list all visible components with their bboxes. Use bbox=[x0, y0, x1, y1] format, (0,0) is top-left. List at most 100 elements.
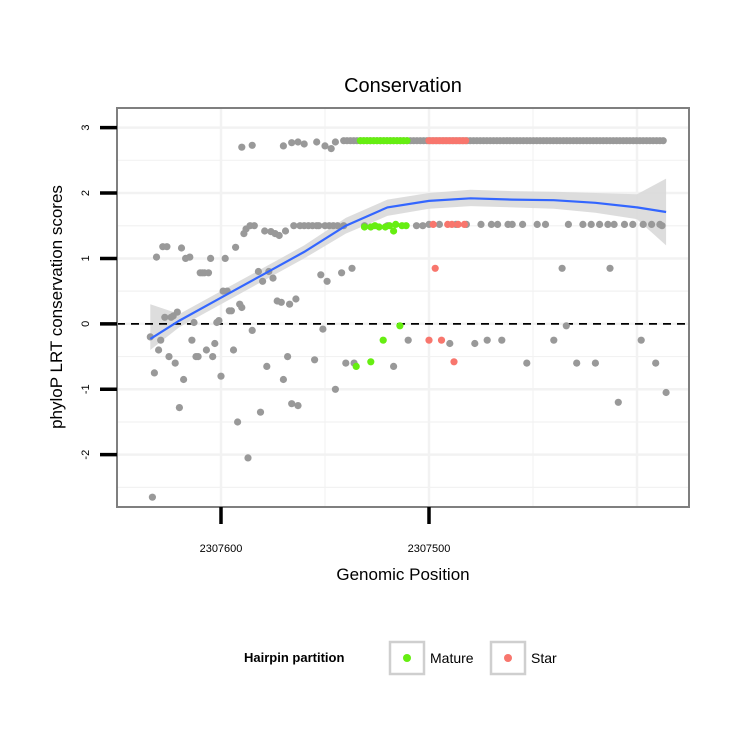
point bbox=[317, 271, 325, 279]
point-star bbox=[448, 220, 456, 228]
point bbox=[248, 326, 256, 334]
point bbox=[188, 336, 196, 344]
point bbox=[610, 220, 618, 228]
legend-label: Mature bbox=[430, 650, 474, 666]
point bbox=[250, 222, 258, 230]
point bbox=[591, 359, 600, 367]
point bbox=[163, 243, 171, 251]
point bbox=[315, 222, 323, 230]
point bbox=[288, 139, 296, 147]
point bbox=[319, 325, 327, 333]
point-star bbox=[431, 264, 439, 272]
point bbox=[155, 346, 163, 354]
point bbox=[606, 264, 614, 272]
point bbox=[323, 277, 331, 285]
point bbox=[333, 222, 342, 230]
point-mature bbox=[367, 358, 375, 366]
point bbox=[652, 359, 660, 367]
point bbox=[269, 274, 277, 282]
point bbox=[279, 375, 287, 384]
point-mature bbox=[390, 227, 398, 235]
point bbox=[412, 222, 421, 230]
smooth-line-group bbox=[149, 197, 667, 340]
point bbox=[637, 336, 645, 344]
point bbox=[294, 402, 302, 410]
legend-key-point bbox=[403, 654, 411, 662]
legend-entries: Mature Star bbox=[388, 640, 557, 676]
point bbox=[331, 138, 339, 146]
point bbox=[256, 408, 265, 416]
y-tick-label: 3 bbox=[80, 125, 92, 131]
point bbox=[234, 418, 242, 426]
y-tick-label: -1 bbox=[80, 384, 92, 394]
point bbox=[202, 346, 210, 354]
point bbox=[311, 356, 319, 364]
y-tick-label: 1 bbox=[80, 255, 92, 261]
point bbox=[331, 385, 339, 393]
point bbox=[161, 313, 169, 321]
point bbox=[498, 336, 506, 344]
point-mature bbox=[402, 222, 410, 230]
chart-title: Conservation bbox=[344, 75, 462, 97]
x-axis-title: Genomic Position bbox=[336, 565, 469, 584]
point bbox=[348, 264, 356, 272]
point bbox=[152, 253, 161, 261]
confidence-ribbon bbox=[150, 178, 667, 350]
point bbox=[261, 227, 269, 235]
point bbox=[519, 220, 527, 228]
point bbox=[579, 220, 587, 228]
point bbox=[523, 359, 531, 367]
point bbox=[238, 143, 246, 151]
point bbox=[209, 353, 217, 361]
point bbox=[321, 142, 329, 150]
point bbox=[279, 142, 287, 150]
point bbox=[227, 307, 235, 315]
point-mature bbox=[396, 322, 404, 330]
point bbox=[446, 339, 454, 348]
point bbox=[171, 359, 179, 367]
point bbox=[175, 404, 183, 412]
point-mature bbox=[392, 220, 400, 228]
point-mature bbox=[379, 336, 387, 344]
point bbox=[390, 362, 398, 370]
legend-entry-star: Star bbox=[489, 640, 557, 676]
point bbox=[564, 220, 573, 228]
point bbox=[248, 141, 256, 149]
point-star bbox=[450, 358, 458, 366]
point bbox=[294, 138, 302, 146]
point-star bbox=[454, 220, 462, 228]
point bbox=[194, 353, 202, 361]
point bbox=[483, 336, 491, 344]
point bbox=[662, 388, 670, 397]
point bbox=[284, 353, 292, 361]
point-star bbox=[429, 220, 437, 228]
point-star bbox=[460, 220, 468, 228]
point-star bbox=[425, 336, 433, 344]
point bbox=[562, 322, 570, 330]
legend-label: Star bbox=[531, 650, 557, 666]
point bbox=[148, 493, 156, 501]
data-points bbox=[146, 137, 670, 501]
point bbox=[150, 369, 158, 377]
y-tick-label: 0 bbox=[80, 321, 92, 327]
point bbox=[313, 138, 321, 146]
point-mature bbox=[375, 223, 383, 231]
point bbox=[180, 375, 188, 384]
point bbox=[217, 372, 225, 380]
point bbox=[186, 253, 194, 261]
x-tick-label: 2307600 bbox=[200, 543, 243, 555]
point bbox=[288, 400, 296, 408]
point bbox=[211, 339, 219, 348]
point bbox=[596, 220, 604, 228]
point bbox=[263, 362, 271, 370]
point bbox=[281, 227, 290, 235]
point bbox=[620, 220, 629, 228]
loess-smooth-line bbox=[149, 197, 667, 340]
point bbox=[290, 222, 298, 230]
point bbox=[300, 140, 308, 148]
point bbox=[338, 269, 346, 277]
point bbox=[477, 220, 485, 228]
point bbox=[419, 222, 427, 230]
point bbox=[173, 308, 181, 316]
point bbox=[165, 353, 173, 361]
